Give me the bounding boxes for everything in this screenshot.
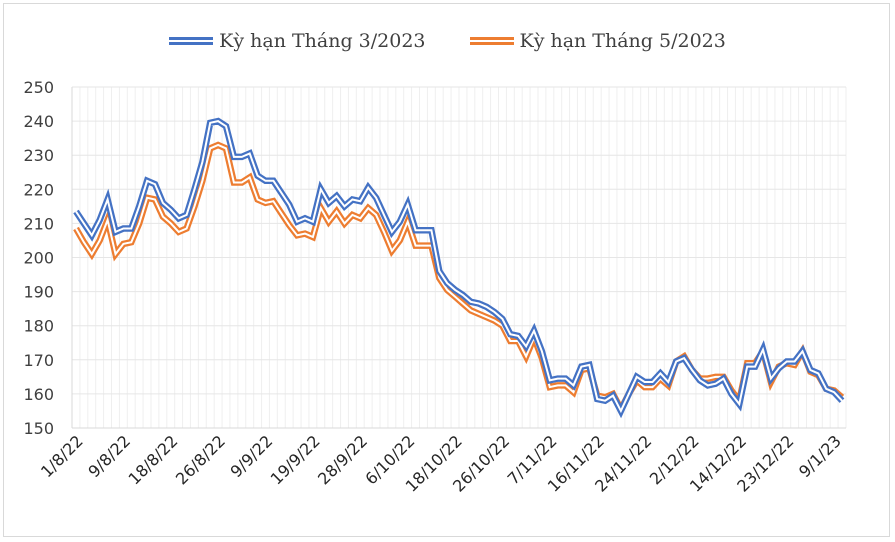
y-tick-label: 200 — [23, 249, 54, 268]
data-series — [73, 117, 845, 419]
legend-swatch-orange-icon — [469, 37, 514, 45]
legend-label: Kỳ hạn Tháng 3/2023 — [219, 30, 426, 52]
y-tick-label: 180 — [23, 317, 54, 336]
y-tick-label: 160 — [23, 385, 54, 404]
y-axis-ticks: 150 160 170 180 190 200 210 220 230 240 250 — [23, 78, 54, 438]
legend-item-may-2023: Kỳ hạn Tháng 5/2023 — [469, 30, 726, 52]
chart-legend: Kỳ hạn Tháng 3/2023 Kỳ hạn Tháng 5/2023 — [0, 26, 895, 56]
x-tick-label: 28/9/22 — [314, 431, 371, 488]
y-tick-label: 240 — [23, 112, 54, 131]
y-tick-label: 220 — [23, 180, 54, 199]
x-tick-label: 26/8/22 — [172, 431, 229, 488]
legend-label: Kỳ hạn Tháng 5/2023 — [519, 30, 726, 52]
x-tick-label: 9/1/23 — [795, 431, 845, 481]
y-tick-label: 170 — [23, 351, 54, 370]
y-tick-label: 150 — [23, 419, 54, 438]
axes — [71, 87, 846, 429]
x-axis-ticks: 1/8/229/8/2218/8/2226/8/229/9/2219/9/222… — [37, 431, 845, 495]
series-line — [73, 117, 845, 419]
x-tick-label: 18/8/22 — [125, 431, 182, 488]
y-tick-label: 190 — [23, 283, 54, 302]
legend-item-march-2023: Kỳ hạn Tháng 3/2023 — [169, 30, 426, 52]
x-tick-label: 1/8/22 — [37, 431, 87, 481]
x-tick-label: 19/9/22 — [267, 431, 324, 488]
y-tick-label: 250 — [23, 78, 54, 97]
legend-swatch-blue-icon — [169, 37, 214, 45]
y-tick-label: 210 — [23, 214, 54, 233]
y-tick-label: 230 — [23, 146, 54, 165]
series-line — [73, 141, 845, 417]
